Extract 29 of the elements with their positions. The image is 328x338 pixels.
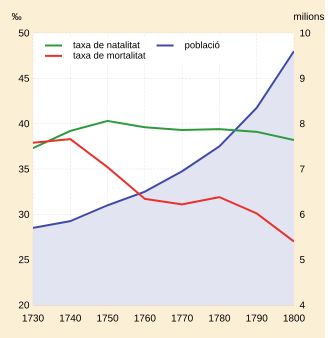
y-axis-title: ‰ (12, 12, 22, 20)
x-tick-label: 1730 (22, 314, 44, 322)
x-tick-label: 1800 (284, 314, 305, 322)
y-tick-label: 40 (18, 120, 30, 128)
y-tick-label: 25 (19, 256, 30, 264)
y2-axis-title: milions (294, 12, 324, 20)
y-tick-label: 50 (18, 29, 30, 37)
x-tick-label: 1780 (209, 314, 230, 322)
x-tick-label: 1770 (172, 314, 193, 322)
y-tick-label: 20 (19, 301, 30, 309)
x-tick-label: 1750 (97, 314, 118, 322)
y2-tick-label: 6 (300, 210, 305, 218)
legend-label: població (185, 41, 220, 50)
y2-tick-label: 7 (300, 166, 305, 172)
line-series (33, 138, 294, 243)
y2-tick-label: 8 (300, 120, 305, 128)
x-tick-label: 1740 (60, 314, 82, 322)
y-tick-label: 35 (18, 165, 30, 173)
y-tick-label: 30 (18, 210, 30, 218)
y2-tick-label: 4 (300, 302, 305, 308)
y2-tick-label: 10 (300, 29, 310, 37)
legend-label: taxa de natalitat (73, 41, 140, 48)
legend-label: taxa de mortalitat (73, 52, 146, 59)
x-tick-label: 1760 (134, 314, 156, 322)
y2-tick-label: 9 (300, 74, 305, 82)
line-series (33, 120, 294, 150)
y-tick-label: 45 (18, 74, 30, 82)
x-tick-label: 1790 (246, 314, 268, 322)
y2-tick-label: 5 (300, 256, 305, 264)
